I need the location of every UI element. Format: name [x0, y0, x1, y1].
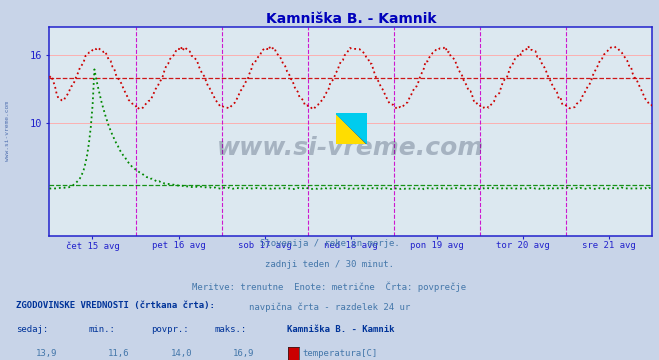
Text: ZGODOVINSKE VREDNOSTI (črtkana črta):: ZGODOVINSKE VREDNOSTI (črtkana črta): [16, 301, 215, 310]
Text: Kamniška B. - Kamnik: Kamniška B. - Kamnik [287, 325, 394, 334]
Text: Slovenija / reke in morje.: Slovenija / reke in morje. [260, 239, 399, 248]
Text: povpr.:: povpr.: [152, 325, 189, 334]
Text: 16,9: 16,9 [233, 349, 254, 358]
Polygon shape [336, 113, 368, 144]
Text: Meritve: trenutne  Enote: metrične  Črta: povprečje: Meritve: trenutne Enote: metrične Črta: … [192, 281, 467, 292]
Text: navpična črta - razdelek 24 ur: navpična črta - razdelek 24 ur [249, 302, 410, 311]
Text: sedaj:: sedaj: [16, 325, 49, 334]
Text: maks.:: maks.: [214, 325, 246, 334]
Polygon shape [336, 113, 368, 144]
Text: 11,6: 11,6 [108, 349, 129, 358]
Title: Kamniška B. - Kamnik: Kamniška B. - Kamnik [266, 12, 436, 26]
Text: 13,9: 13,9 [36, 349, 57, 358]
Text: www.si-vreme.com: www.si-vreme.com [5, 102, 11, 161]
Text: temperatura[C]: temperatura[C] [302, 349, 378, 358]
Text: zadnji teden / 30 minut.: zadnji teden / 30 minut. [265, 260, 394, 269]
Text: www.si-vreme.com: www.si-vreme.com [217, 136, 484, 160]
Text: min.:: min.: [89, 325, 116, 334]
Polygon shape [336, 113, 368, 144]
Text: 14,0: 14,0 [171, 349, 192, 358]
